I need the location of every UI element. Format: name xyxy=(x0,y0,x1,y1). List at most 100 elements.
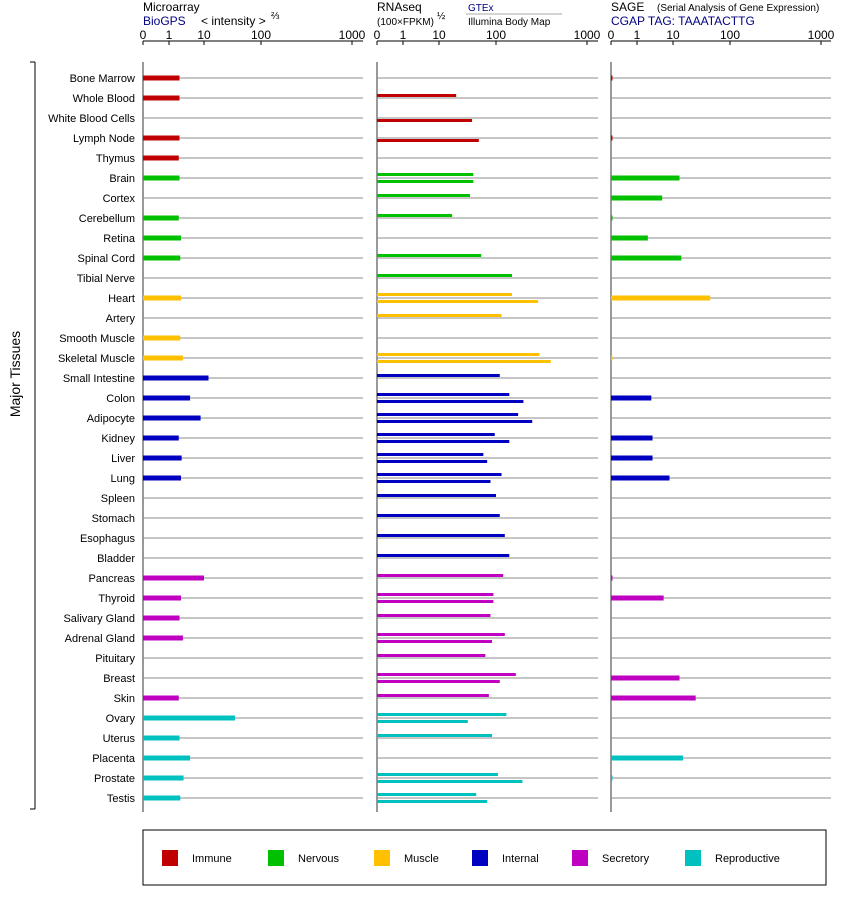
gtex-bar xyxy=(377,413,519,416)
tissue-label: Lung xyxy=(111,473,135,485)
microarray-bar xyxy=(143,355,183,361)
illumina-bar xyxy=(377,600,494,603)
gtex-bar xyxy=(377,773,498,776)
gtex-bar xyxy=(377,514,500,517)
illumina-bar xyxy=(377,640,492,643)
tissue-label: Thymus xyxy=(96,153,136,165)
microarray-bar xyxy=(143,415,201,421)
sage-bar xyxy=(611,255,682,261)
illumina-bar xyxy=(377,680,500,683)
tissue-label: Spinal Cord xyxy=(78,253,135,265)
sage-bar xyxy=(611,695,696,701)
legend-item: Secretory xyxy=(572,850,650,866)
tissue-label: Esophagus xyxy=(80,533,136,545)
tissue-label: Cortex xyxy=(103,193,136,205)
tissue-label: Artery xyxy=(106,313,136,325)
sage-tick-label: 1000 xyxy=(808,28,835,42)
microarray-bar xyxy=(143,375,209,381)
legend-label: Nervous xyxy=(298,853,339,865)
illumina-bar xyxy=(377,480,491,483)
legend-swatch xyxy=(268,850,284,866)
microarray-title: Microarray xyxy=(143,0,200,14)
microarray-bar xyxy=(143,215,179,221)
sage-bar xyxy=(611,775,613,781)
tissue-label: Skeletal Muscle xyxy=(58,353,135,365)
gtex-bar xyxy=(377,353,540,356)
rnaseq-tick-label: 1000 xyxy=(574,28,601,42)
illumina-bar xyxy=(377,119,473,122)
tissue-label: Tibial Nerve xyxy=(77,273,135,285)
sage-bar xyxy=(611,75,613,81)
microarray-bar xyxy=(143,715,236,721)
tissue-label: Adipocyte xyxy=(87,413,135,425)
legend-swatch xyxy=(685,850,701,866)
tissue-label: Small Intestine xyxy=(63,373,135,385)
gtex-bar xyxy=(377,534,505,537)
illumina-bar xyxy=(377,300,539,303)
sage-bar xyxy=(611,675,680,681)
legend-label: Internal xyxy=(502,853,539,865)
gtex-bar xyxy=(377,554,510,557)
legend-item: Muscle xyxy=(374,850,439,866)
gtex-bar xyxy=(377,293,513,296)
microarray-unit: < intensity > xyxy=(201,14,266,28)
tissue-label: Colon xyxy=(106,393,135,405)
microarray-tick-label: 0 xyxy=(140,28,147,42)
microarray-tick-label: 1000 xyxy=(339,28,366,42)
tissue-label: Thyroid xyxy=(98,593,135,605)
gtex-bar xyxy=(377,194,471,197)
tissue-label: Bone Marrow xyxy=(70,73,135,85)
sage-bar xyxy=(611,455,653,461)
legend-item: Immune xyxy=(162,850,232,866)
gtex-bar xyxy=(377,254,482,257)
tissue-labels: Bone Marrow Whole Blood White Blood Cells L… xyxy=(48,73,136,805)
legend-swatch xyxy=(472,850,488,866)
illumina-bar xyxy=(377,180,474,183)
panels: 0 1 10 100 1000 0 1 10 100 1000 0 1 10 100 1000 xyxy=(140,28,835,812)
microarray-bar xyxy=(143,95,180,101)
microarray-tick-label: 100 xyxy=(251,28,271,42)
sage-tick-label: 0 xyxy=(608,28,615,42)
gtex-bar xyxy=(377,314,502,317)
gtex-bar xyxy=(377,793,477,796)
legend-swatch xyxy=(572,850,588,866)
legend-item: Reproductive xyxy=(685,850,780,866)
gtex-bar xyxy=(377,473,502,476)
sage-bar xyxy=(611,595,664,601)
tissue-label: Pancreas xyxy=(89,573,136,585)
sage-tick-label: 10 xyxy=(666,28,680,42)
illumina-bar xyxy=(377,420,533,423)
microarray-bar xyxy=(143,755,191,761)
rnaseq-tick-label: 1 xyxy=(400,28,407,42)
microarray-bar xyxy=(143,175,180,181)
microarray-bar xyxy=(143,135,180,141)
rnaseq-tick-label: 100 xyxy=(486,28,506,42)
microarray-bar xyxy=(143,735,180,741)
tissue-label: Uterus xyxy=(103,733,136,745)
tissue-label: Breast xyxy=(103,673,135,685)
microarray-tick-label: 10 xyxy=(197,28,211,42)
rnaseq-header: RNAseq (100×FPKM) ½ GTEx Illumina Body M… xyxy=(377,0,562,28)
rnaseq-exponent: ½ xyxy=(437,11,446,22)
gtex-bar xyxy=(377,593,494,596)
microarray-bar xyxy=(143,395,191,401)
rnaseq-tick-label: 0 xyxy=(374,28,381,42)
sage-bar xyxy=(611,355,613,361)
microarray-bar xyxy=(143,455,182,461)
gtex-bar xyxy=(377,713,507,716)
legend: Immune Nervous Muscle Internal Secretory Repr… xyxy=(162,850,780,866)
illumina-bar xyxy=(377,440,510,443)
sage-bar xyxy=(611,755,684,761)
tissue-label: Ovary xyxy=(106,713,136,725)
microarray-bar xyxy=(143,435,179,441)
legend-label: Reproductive xyxy=(715,853,780,865)
tissue-label: Smooth Muscle xyxy=(59,333,135,345)
microarray-bar xyxy=(143,775,184,781)
gtex-bar xyxy=(377,614,491,617)
microarray-panel: 0 1 10 100 1000 xyxy=(140,28,366,812)
tissue-label: Stomach xyxy=(92,513,135,525)
gtex-bar xyxy=(377,433,495,436)
rnaseq-unit: (100×FPKM) xyxy=(377,17,434,28)
tissue-label: Cerebellum xyxy=(79,213,135,225)
rnaseq-tick-label: 10 xyxy=(432,28,446,42)
